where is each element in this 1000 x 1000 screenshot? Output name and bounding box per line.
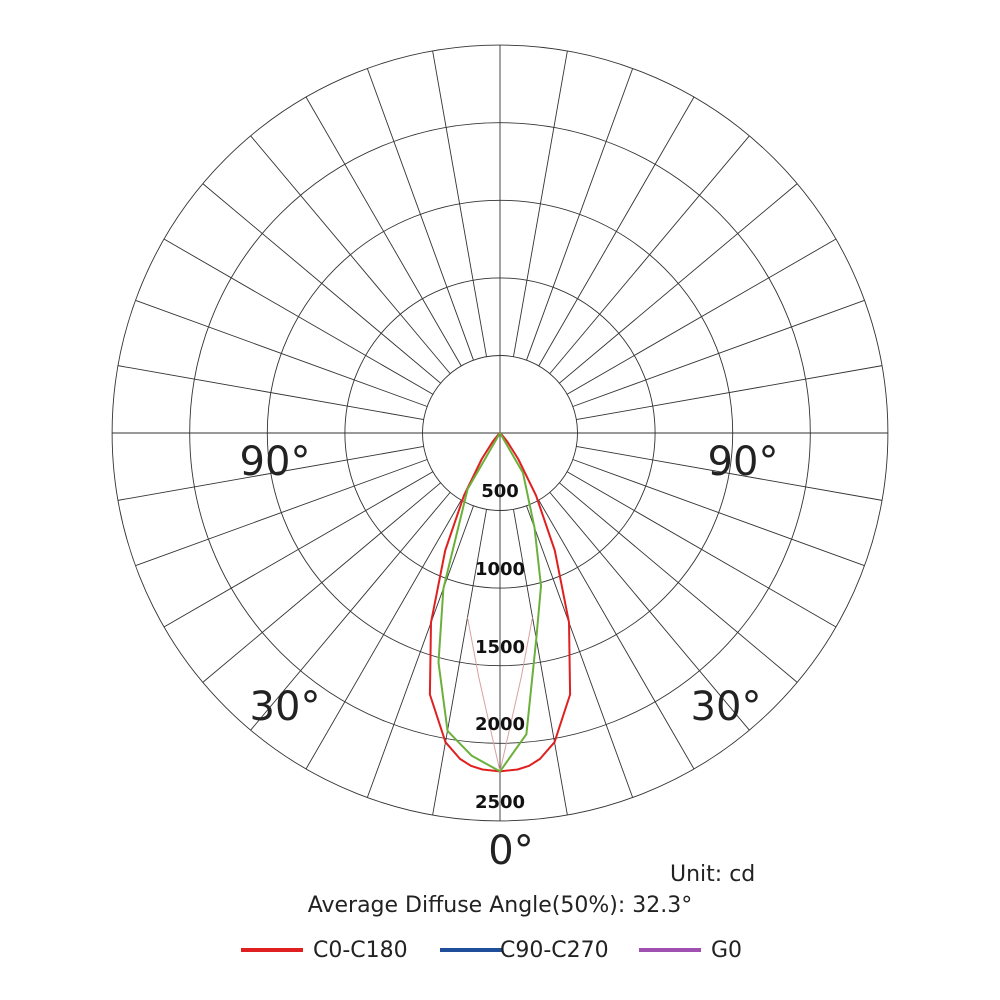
angle-label-0: 0° xyxy=(488,828,533,874)
grid-spoke xyxy=(526,68,634,361)
grid-spoke xyxy=(538,499,695,770)
grid-spoke xyxy=(513,509,568,816)
grid-spoke xyxy=(576,365,883,420)
legend: C0-C180 C90-C270 G0 xyxy=(0,933,1000,967)
grid-spoke xyxy=(538,96,695,367)
grid-spoke xyxy=(566,471,837,628)
grid-spoke xyxy=(559,482,798,683)
grid-spoke xyxy=(117,365,424,420)
grid-spoke xyxy=(202,482,441,683)
radial-tick-2000: 2000 xyxy=(475,714,525,735)
grid-spoke xyxy=(366,505,474,798)
grid-spoke xyxy=(305,96,462,367)
unit-label: Unit: cd xyxy=(670,862,756,887)
radial-tick-2500: 2500 xyxy=(475,792,525,813)
grid-spoke xyxy=(117,446,424,501)
grid-spoke xyxy=(202,183,441,384)
grid-spoke xyxy=(549,135,750,374)
radial-tick-1000: 1000 xyxy=(475,559,525,580)
angle-label-90-right: 90° xyxy=(708,439,779,485)
grid-spoke xyxy=(566,238,837,395)
angle-label-90-left: 90° xyxy=(240,439,311,485)
grid-spoke xyxy=(135,459,428,567)
grid-spoke xyxy=(576,446,883,501)
grid-spoke xyxy=(305,499,462,770)
radial-tick-1500: 1500 xyxy=(475,637,525,658)
grid-spoke xyxy=(432,50,487,357)
legend-label-c90-c270: C90-C270 xyxy=(500,937,609,963)
polar-grid xyxy=(111,44,889,822)
angle-label-30-right: 30° xyxy=(691,684,762,730)
angle-label-30-left: 30° xyxy=(250,684,321,730)
legend-item-c0-c180: C0-C180 xyxy=(241,933,408,967)
radial-tick-500: 500 xyxy=(481,481,519,502)
grid-spoke xyxy=(432,509,487,816)
grid-spoke xyxy=(572,459,865,567)
grid-spoke xyxy=(163,238,434,395)
legend-swatch-g0 xyxy=(639,948,701,952)
curve-g0 xyxy=(437,432,542,773)
intensity-curves xyxy=(428,432,572,773)
legend-swatch-c90-c270 xyxy=(440,948,502,952)
legend-item-c90-c270: C90-C270 xyxy=(440,933,609,967)
grid-spoke xyxy=(250,492,451,731)
grid-spoke xyxy=(250,135,451,374)
grid-spoke xyxy=(572,299,865,407)
legend-label-c0-c180: C0-C180 xyxy=(313,937,408,963)
chart-labels: 90° 90° 30° 30° 0° 500 1000 1500 2000 25… xyxy=(240,439,779,874)
legend-item-g0: G0 xyxy=(639,933,742,967)
grid-spoke xyxy=(526,505,634,798)
legend-label-g0: G0 xyxy=(711,937,743,963)
average-diffuse-angle: Average Diffuse Angle(50%): 32.3° xyxy=(307,893,693,918)
grid-spoke xyxy=(559,183,798,384)
grid-spoke xyxy=(549,492,750,731)
legend-swatch-c0-c180 xyxy=(241,948,303,952)
grid-spoke xyxy=(135,299,428,407)
grid-spoke xyxy=(513,50,568,357)
grid-spoke xyxy=(163,471,434,628)
grid-spoke xyxy=(366,68,474,361)
